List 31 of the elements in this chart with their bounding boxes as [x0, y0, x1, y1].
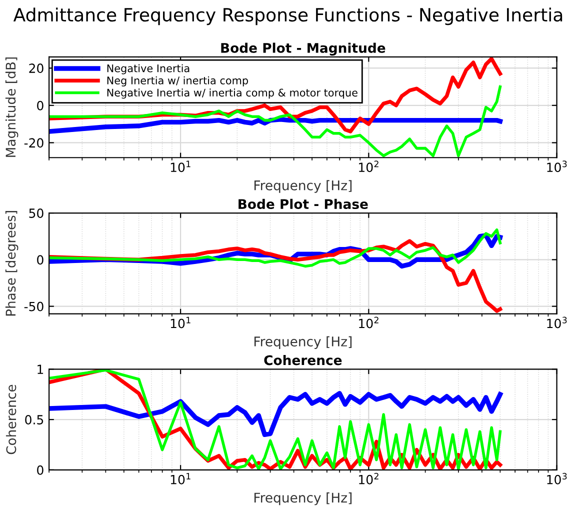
chart-subtitle: Bode Plot - Magnitude [221, 42, 386, 56]
legend-label: Neg Inertia w/ inertia comp [107, 76, 248, 86]
x-tick-label: 10$^{1}$ [170, 160, 190, 172]
chart-title: Bode Plot - Phase [238, 198, 368, 210]
legend-label: Negative Inertia [107, 64, 190, 74]
y-tick-label: 20 [29, 64, 44, 74]
chart-title: Coherence [264, 354, 342, 366]
y-axis-title: Phase [degrees] [5, 211, 18, 316]
x-tick-label: 10$^{1}$ [170, 316, 190, 328]
x-tick-label: 10$^{1}$ [170, 473, 190, 484]
y-tick-label: 0 [37, 100, 44, 110]
y-tick-label: 0.5 [25, 415, 44, 424]
x-axis-title: Frequency [Hz] [254, 336, 352, 350]
x-tick-label: 10$^{2}$ [359, 316, 378, 328]
x-tick-label: 10$^{3}$ [547, 472, 567, 484]
x-axis-title: Frequency [Hz] [254, 492, 352, 506]
legend-label: Negative Inertia w/ inertia comp & motor torque [107, 88, 358, 99]
x-tick-label: 10$^{3}$ [547, 160, 567, 172]
y-tick-label: -20 [24, 138, 44, 148]
y-tick-label: 1 [38, 364, 44, 374]
y-tick-label: 50 [29, 208, 44, 218]
chart-title: Admittance Frequency Response Functions - Negative Inertia [13, 8, 562, 26]
y-tick-label: 0 [37, 465, 44, 475]
y-axis-title: Magnitude [dB] [5, 57, 18, 157]
y-tick-label: 0 [37, 255, 44, 265]
x-axis-title: Frequency [Hz] [254, 180, 352, 193]
x-tick-label: 10$^{3}$ [547, 316, 567, 328]
x-tick-label: 10$^{2}$ [359, 472, 378, 484]
x-tick-label: 10$^{2}$ [359, 160, 378, 172]
y-axis-title: Coherence [6, 384, 16, 454]
y-tick-label: -50 [24, 302, 44, 312]
